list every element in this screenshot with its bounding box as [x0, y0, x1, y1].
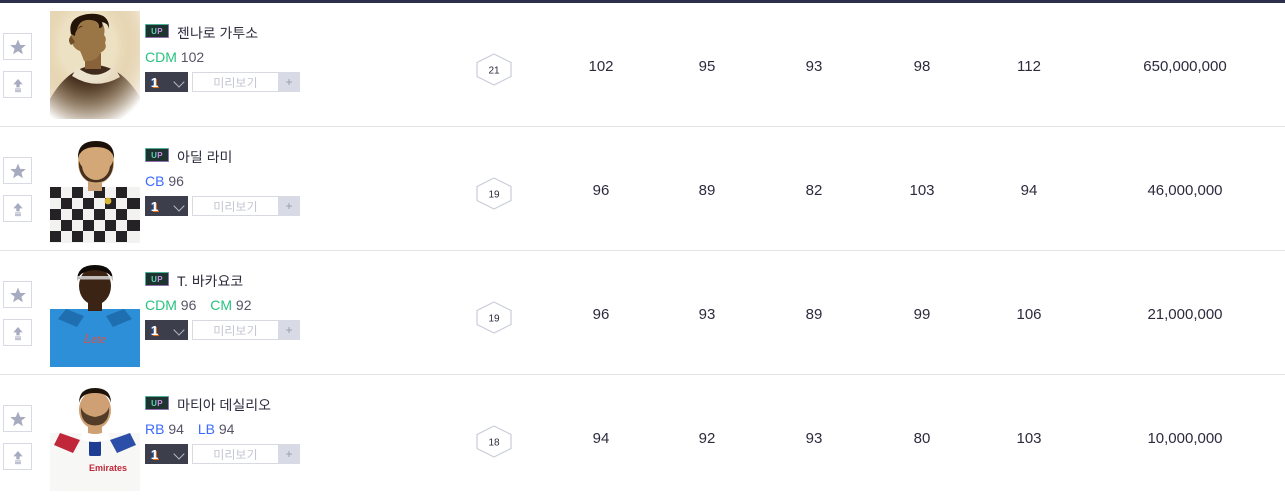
svg-text:Lete: Lete	[83, 331, 107, 346]
svg-text:19: 19	[488, 314, 500, 325]
svg-text:18: 18	[488, 438, 500, 449]
svg-text:21: 21	[488, 66, 500, 77]
svg-text:Emirates: Emirates	[89, 463, 127, 473]
svg-text:19: 19	[488, 190, 500, 201]
